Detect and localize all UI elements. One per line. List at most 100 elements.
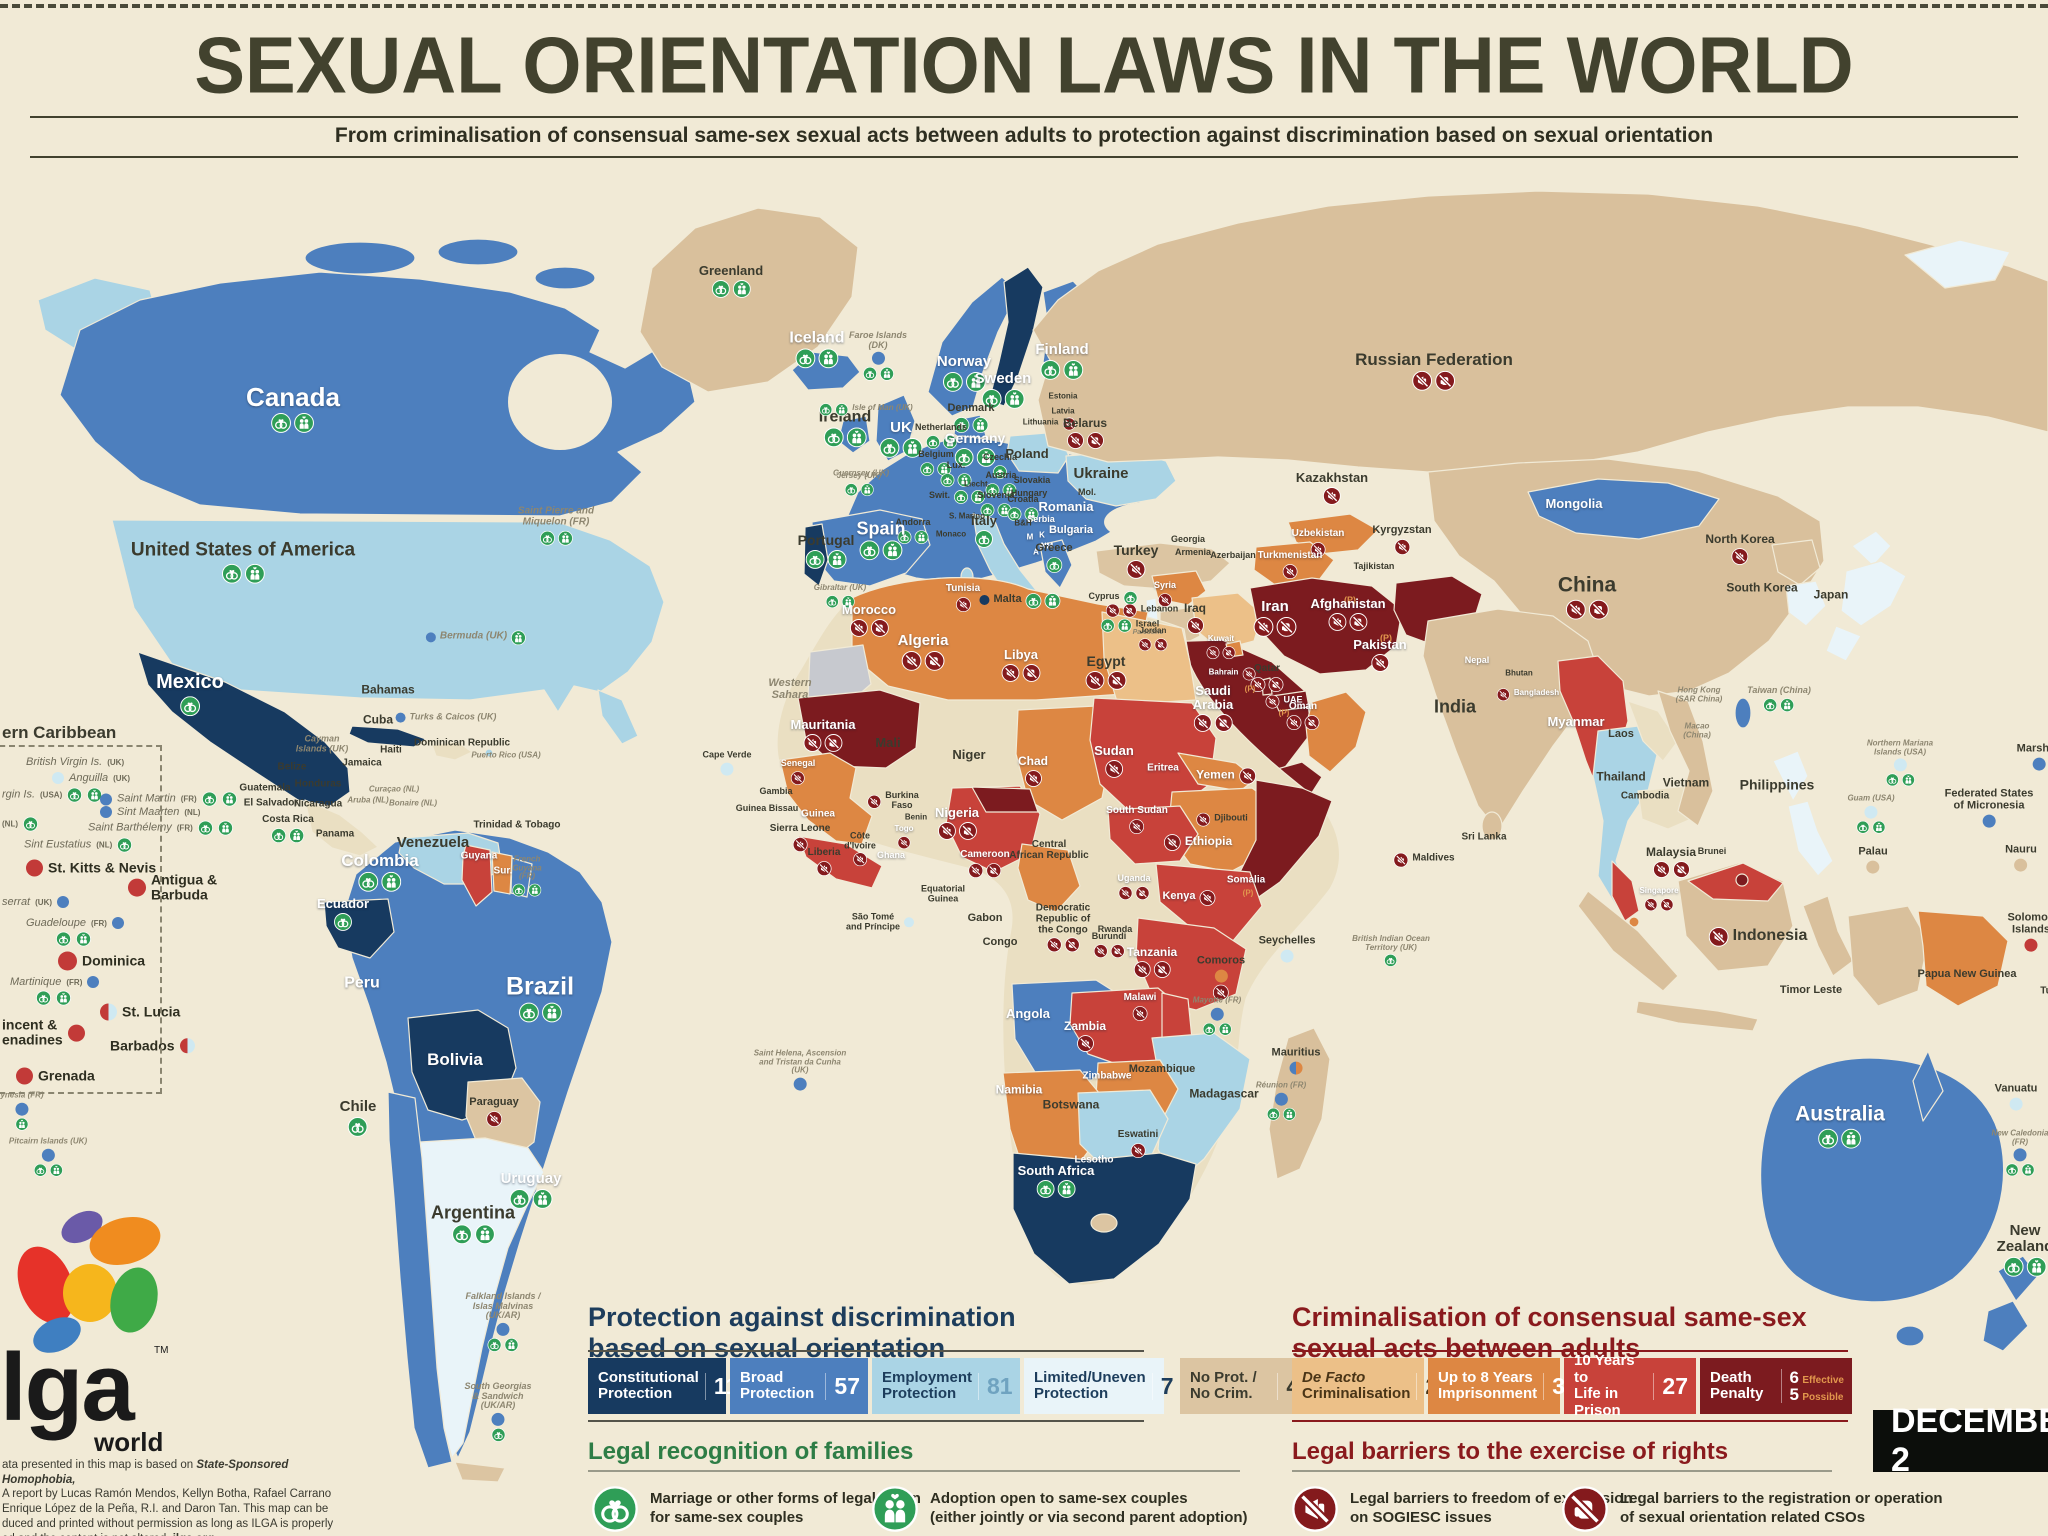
country-greenland — [639, 207, 859, 393]
map-label-afghanistan: Afghanistan — [1310, 595, 1386, 631]
adoption-icon — [846, 427, 867, 448]
island-marker-dot — [179, 1038, 195, 1054]
marriage-icon — [512, 883, 526, 897]
legend-criminalisation-bar: De FactoCriminalisation2Up to 8 YearsImp… — [1292, 1352, 1852, 1418]
map-label-guinea-bissau: Guinea Bissau — [736, 803, 799, 814]
map-label-egypt: Egypt — [1085, 652, 1127, 690]
map-label-guernsey-uk: Guernsey (UK) — [833, 469, 889, 479]
map-label-text: Argentina — [430, 1202, 516, 1223]
barrier-expression-icon — [897, 835, 911, 849]
map-label-text: Portugal — [797, 531, 855, 548]
barrier-expression-icon — [1118, 885, 1133, 900]
map-label-czechia: Czechia — [983, 452, 1017, 479]
hudson-bay — [508, 354, 612, 450]
adoption-icon — [1841, 1128, 1862, 1149]
barrier-expression-icon — [1250, 676, 1266, 692]
country-australia — [1760, 1057, 2005, 1303]
map-label-text: Mauritania — [790, 716, 856, 732]
map-label-text: Austria — [985, 470, 1017, 481]
map-label-text: Ukraine — [1073, 464, 1129, 482]
inset-item-tag: (FR) — [90, 918, 107, 928]
map-label-azerbaijan: Azerbaijan — [1210, 550, 1256, 561]
map-label-text: Tu — [2040, 985, 2048, 997]
map-label-text: Bahamas — [361, 682, 415, 697]
barrier-expression-icon — [1565, 599, 1586, 620]
map-label-guyana: Guyana — [461, 851, 498, 863]
adoption-icon — [1057, 1180, 1076, 1198]
map-label-taiwan-china: Taiwan (China) — [1747, 685, 1811, 712]
inset-item-tag: (UK) — [113, 773, 131, 783]
map-label-text: Hungary — [1010, 488, 1048, 499]
map-label-text: Northern Mariana Islands (USA) — [1866, 738, 1934, 756]
barrier-expression-icon — [792, 836, 808, 852]
map-label-laos: Laos — [1608, 728, 1634, 741]
map-label-madagascar: Madagascar — [1189, 1087, 1258, 1101]
barrier-cso-icon — [1304, 714, 1320, 730]
map-label-text: Guinea — [801, 808, 835, 820]
legend-box-label: No Prot. / No Crim. — [1190, 1368, 1257, 1402]
map-label-malaysia: Malaysia — [1646, 846, 1696, 878]
marriage-icon — [711, 280, 730, 298]
marriage-icon — [2005, 1163, 2019, 1177]
criminalisation-de-facto: De FactoCriminalisation2 — [1292, 1358, 1438, 1414]
map-label-text: Latvia — [1051, 406, 1075, 416]
map-label-text: South Georgias & Sandwich (UK/AR) — [464, 1380, 532, 1411]
map-label-gambia: Gambia — [759, 786, 792, 797]
map-label-text: Niger — [952, 746, 986, 762]
legend-item-a: Adoption open to same-sex couples (eithe… — [872, 1486, 1248, 1532]
map-label-liberia: Liberia — [808, 847, 840, 876]
map-label-text: Myanmar — [1547, 713, 1605, 729]
map-label-text: Greece — [1035, 542, 1073, 555]
map-label-text: Afghanistan — [1310, 595, 1386, 611]
marriage-icon — [201, 791, 217, 807]
criminalisation-10-years-to: 10 Years to Life in Prison 27 — [1564, 1352, 1696, 1418]
legend-item-e: Legal barriers to freedom of expression … — [1292, 1486, 1633, 1532]
map-label-text: Egypt — [1086, 652, 1126, 669]
island-marker-dot — [15, 1102, 29, 1116]
barrier-expression-icon — [1242, 667, 1256, 681]
map-label-togo: Togo — [895, 825, 913, 849]
barrier-cso-icon — [870, 619, 889, 637]
country-vietnam — [1657, 690, 1714, 827]
barrier-expression-icon — [1286, 714, 1302, 730]
map-label-p: (P) — [1245, 685, 1256, 695]
inset-item-tag: (FR) — [180, 794, 197, 804]
island-marker-dot — [425, 631, 436, 642]
inset-item-label: St. Lucia — [122, 1003, 181, 1020]
map-label-text: Taiwan (China) — [1747, 685, 1811, 696]
island-marker-dot — [2014, 858, 2028, 872]
map-label-text: Uganda — [1117, 873, 1151, 884]
map-label-text: Slovakia — [1013, 475, 1051, 486]
map-label-text: Thailand — [1596, 769, 1646, 784]
map-label-text: Kazakhstan — [1295, 469, 1369, 485]
map-label-saudi-arabia: Saudi Arabia — [1193, 683, 1233, 732]
barrier-expression-icon — [937, 822, 956, 840]
map-label-norway: Norway — [937, 353, 991, 393]
map-label-text: B&H — [1014, 518, 1032, 528]
inset-item-label: Martinique — [10, 975, 62, 988]
map-label-sudan: Sudan — [1094, 743, 1134, 778]
map-label-text: Sur. — [493, 865, 513, 877]
country-new-zealand — [1982, 1300, 2029, 1352]
map-label-mongolia: Mongolia — [1545, 496, 1602, 511]
map-label-pakistan: Pakistan — [1353, 637, 1407, 672]
map-label-text: South Sudan — [1106, 805, 1168, 817]
legend-criminalisation-title: Criminalisation of consensual same-sex s… — [1292, 1302, 1807, 1364]
country-philippines — [1772, 750, 1809, 802]
inset-item-incent-enadines: incent & enadines — [2, 1017, 85, 1049]
map-label-jersey-uk: Jersey (UK) — [837, 472, 881, 496]
map-label-tu: Tu — [2040, 985, 2048, 998]
marriage-icon — [925, 434, 940, 449]
map-label-text: Nigeria — [934, 804, 980, 820]
map-label-text: Sri Lanka — [1461, 831, 1507, 843]
map-label-vanuatu: Vanuatu — [1995, 1083, 2037, 1111]
map-label-text: Turkmenistan — [1257, 550, 1323, 562]
map-label-poland: Poland — [1005, 446, 1048, 461]
inset-item-tag: (UK) — [35, 897, 53, 907]
inset-item-tag: (NL) — [96, 840, 113, 850]
country-papua-new-guinea — [1917, 910, 2009, 1007]
legend-families-title: Legal recognition of families — [588, 1438, 914, 1465]
map-label-falkland-islands-islas-malvinas-uk-ar: Falkland Islands / Islas Malvinas (UK/AR) — [465, 1291, 541, 1353]
country-madagascar — [1268, 1027, 1331, 1180]
adoption-icon — [872, 1486, 918, 1532]
